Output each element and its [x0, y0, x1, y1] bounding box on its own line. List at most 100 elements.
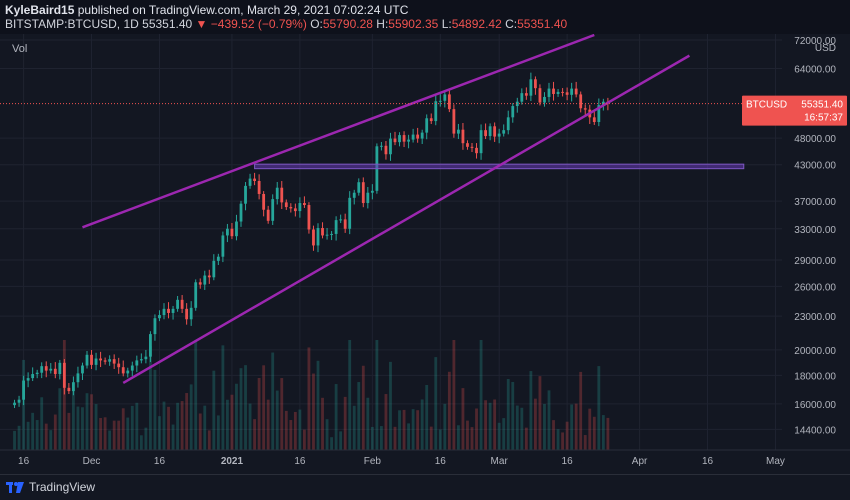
volume-bar	[81, 407, 84, 450]
chart-header: KyleBaird15 published on TradingView.com…	[0, 0, 850, 34]
change-value: −439.52 (−0.79%)	[210, 17, 307, 31]
volume-bar	[167, 406, 170, 450]
candle-body	[216, 256, 220, 261]
volume-bar	[357, 382, 361, 450]
candle-body	[574, 88, 578, 95]
price-chart[interactable]: 72000.00 64000.00 48000.00 43000.00 37000.00…	[0, 34, 850, 474]
candle-body	[321, 228, 324, 236]
volume-bar	[158, 416, 161, 450]
price-axis[interactable]: 72000.00 64000.00 48000.00 43000.00 37000.00…	[742, 34, 850, 474]
candle-body	[420, 132, 424, 139]
volume-bar	[253, 419, 256, 450]
candle-body	[275, 187, 279, 200]
volume-bar	[402, 409, 406, 450]
volume-bar	[497, 422, 501, 450]
symbol-line: BITSTAMP:BTCUSD, 1D 55351.40 ▼ −439.52 (…	[5, 17, 567, 31]
volume-bar	[452, 340, 456, 450]
volume-bar	[425, 385, 429, 450]
volume-bar	[370, 426, 374, 450]
bar-countdown: 16:57:37	[804, 113, 843, 124]
candle-body	[221, 235, 225, 257]
candle-body	[497, 133, 501, 137]
tradingview-logo[interactable]: TradingView	[6, 480, 95, 494]
candle-body	[425, 118, 429, 133]
last-price-badge	[742, 95, 847, 126]
volume-bar	[325, 419, 329, 450]
candle-body	[230, 228, 234, 237]
volume-bar	[103, 417, 107, 450]
volume-bar	[534, 398, 537, 450]
volume-bar	[280, 378, 284, 450]
volume-bar	[99, 418, 102, 450]
candle-body	[398, 135, 401, 143]
volume-bar	[194, 340, 198, 450]
volume-bar	[121, 408, 125, 450]
time-tick-label: 16	[294, 456, 306, 467]
candle-body	[198, 282, 202, 285]
candle-body	[17, 399, 21, 403]
candle-body	[244, 185, 247, 204]
candle-body	[475, 147, 478, 154]
volume-bar	[506, 379, 510, 450]
candle-body	[162, 308, 166, 316]
volume-bar	[185, 393, 189, 450]
volume-bar	[130, 405, 134, 450]
volume-bar	[488, 402, 492, 450]
candle-body	[49, 368, 53, 371]
time-tick-label: Dec	[83, 456, 101, 467]
candle-body	[393, 138, 397, 143]
candle-body	[90, 354, 93, 365]
candle-body	[289, 207, 293, 209]
candle-body	[284, 202, 288, 208]
candle-body	[135, 360, 139, 366]
volume-bar	[85, 393, 89, 450]
volume-bar	[380, 426, 383, 450]
candle-body	[352, 192, 356, 198]
drawings[interactable]	[0, 34, 782, 384]
volume-bar	[447, 371, 451, 450]
volume-bar	[58, 388, 62, 450]
volume-bar	[366, 397, 370, 450]
volume-bar	[429, 426, 433, 450]
volume-bar	[189, 384, 193, 450]
down-arrow-icon: ▼	[195, 17, 208, 31]
candle-body	[94, 358, 98, 365]
candle-body	[26, 378, 30, 381]
volume-bar	[583, 435, 587, 450]
candle-body	[149, 334, 152, 357]
volume-bar	[49, 430, 53, 450]
time-axis[interactable]: 16 Dec 16 2021 16 Feb 16 Mar 16 Apr 16 May	[0, 449, 850, 467]
price-tick-label: 64000.00	[794, 64, 836, 75]
volume-bar	[484, 400, 487, 450]
volume-bar	[216, 415, 220, 450]
time-tick-label: 2021	[221, 456, 244, 467]
volume-bar	[393, 426, 397, 450]
candle-body	[502, 130, 506, 134]
volume-bar	[171, 424, 175, 450]
volume-bar	[44, 423, 48, 450]
candle-body	[334, 220, 338, 234]
footer: TradingView	[0, 474, 850, 500]
volume-bar	[149, 346, 152, 450]
candle-body	[53, 368, 57, 375]
candle-body	[253, 178, 256, 182]
time-tick-label: Mar	[491, 456, 509, 467]
volume-bar	[235, 383, 238, 450]
volume-bar	[361, 365, 365, 450]
candle-body	[547, 88, 551, 97]
volume-bar	[266, 399, 270, 450]
candle-body	[262, 193, 266, 210]
low-label: L:	[441, 17, 452, 31]
candle-body	[592, 117, 596, 123]
candle-body	[307, 205, 311, 230]
volume-bar	[293, 411, 297, 450]
candle-body	[22, 380, 25, 400]
candle-body	[139, 359, 143, 361]
volume-bar	[212, 370, 216, 450]
candle-body	[538, 88, 542, 103]
volume-bar	[239, 368, 243, 450]
volume-bar	[207, 430, 211, 450]
candle-body	[361, 182, 365, 204]
volume-bar	[457, 425, 460, 450]
author-name[interactable]: KyleBaird15	[5, 3, 75, 17]
